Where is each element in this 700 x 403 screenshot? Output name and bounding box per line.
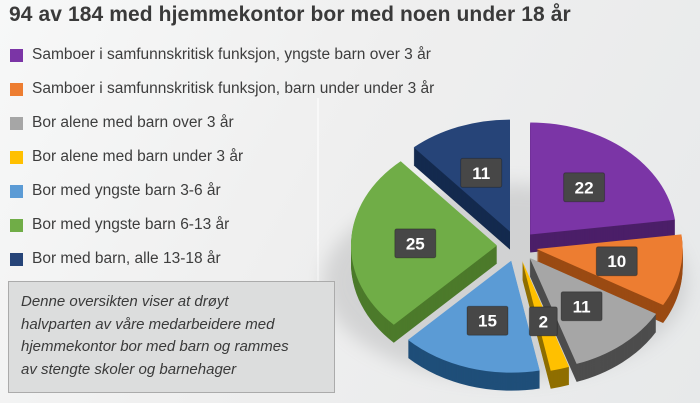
legend: Samboer i samfunnskritisk funksjon, yngs… bbox=[10, 38, 434, 276]
legend-label: Samboer i samfunnskritisk funksjon, yngs… bbox=[32, 46, 431, 63]
legend-label: Bor med yngste barn 6-13 år bbox=[32, 216, 230, 233]
legend-item: Samboer i samfunnskritisk funksjon, barn… bbox=[10, 72, 434, 106]
legend-item: Bor med barn, alle 13-18 år bbox=[10, 242, 434, 276]
svg-text:25: 25 bbox=[406, 234, 425, 253]
note-box: Denne oversikten viser at drøyt halvpart… bbox=[8, 281, 335, 393]
legend-item: Samboer i samfunnskritisk funksjon, yngs… bbox=[10, 38, 434, 72]
data-label: 2 bbox=[528, 306, 558, 337]
legend-label: Bor med barn, alle 13-18 år bbox=[32, 250, 221, 267]
svg-text:2: 2 bbox=[539, 312, 548, 331]
data-label: 25 bbox=[394, 228, 437, 259]
legend-label: Samboer i samfunnskritisk funksjon, barn… bbox=[32, 80, 435, 97]
svg-text:11: 11 bbox=[472, 164, 490, 183]
legend-item: Bor med yngste barn 6-13 år bbox=[10, 208, 434, 242]
legend-swatch-icon bbox=[10, 116, 23, 130]
legend-label: Bor alene med barn over 3 år bbox=[32, 114, 234, 131]
svg-text:15: 15 bbox=[478, 312, 497, 331]
data-label: 15 bbox=[466, 305, 509, 336]
legend-label: Bor med yngste barn 3-6 år bbox=[32, 182, 221, 199]
legend-swatch-icon bbox=[10, 184, 23, 198]
svg-text:10: 10 bbox=[607, 252, 626, 271]
data-label: 11 bbox=[560, 291, 603, 322]
legend-label: Bor alene med barn under 3 år bbox=[32, 148, 244, 165]
legend-swatch-icon bbox=[10, 150, 23, 164]
chart-area-edge bbox=[317, 98, 319, 392]
legend-item: Bor alene med barn under 3 år bbox=[10, 140, 434, 174]
chart-title: 94 av 184 med hjemmekontor bor med noen … bbox=[9, 3, 571, 26]
legend-swatch-icon bbox=[10, 48, 23, 62]
legend-swatch-icon bbox=[10, 218, 23, 232]
legend-item: Bor med yngste barn 3-6 år bbox=[10, 174, 434, 208]
svg-text:22: 22 bbox=[575, 178, 594, 197]
legend-swatch-icon bbox=[10, 82, 23, 96]
data-label: 10 bbox=[595, 246, 638, 277]
data-label: 22 bbox=[563, 172, 606, 203]
data-label: 11 bbox=[460, 157, 503, 188]
svg-text:11: 11 bbox=[573, 297, 591, 316]
legend-item: Bor alene med barn over 3 år bbox=[10, 106, 434, 140]
legend-swatch-icon bbox=[10, 252, 23, 266]
